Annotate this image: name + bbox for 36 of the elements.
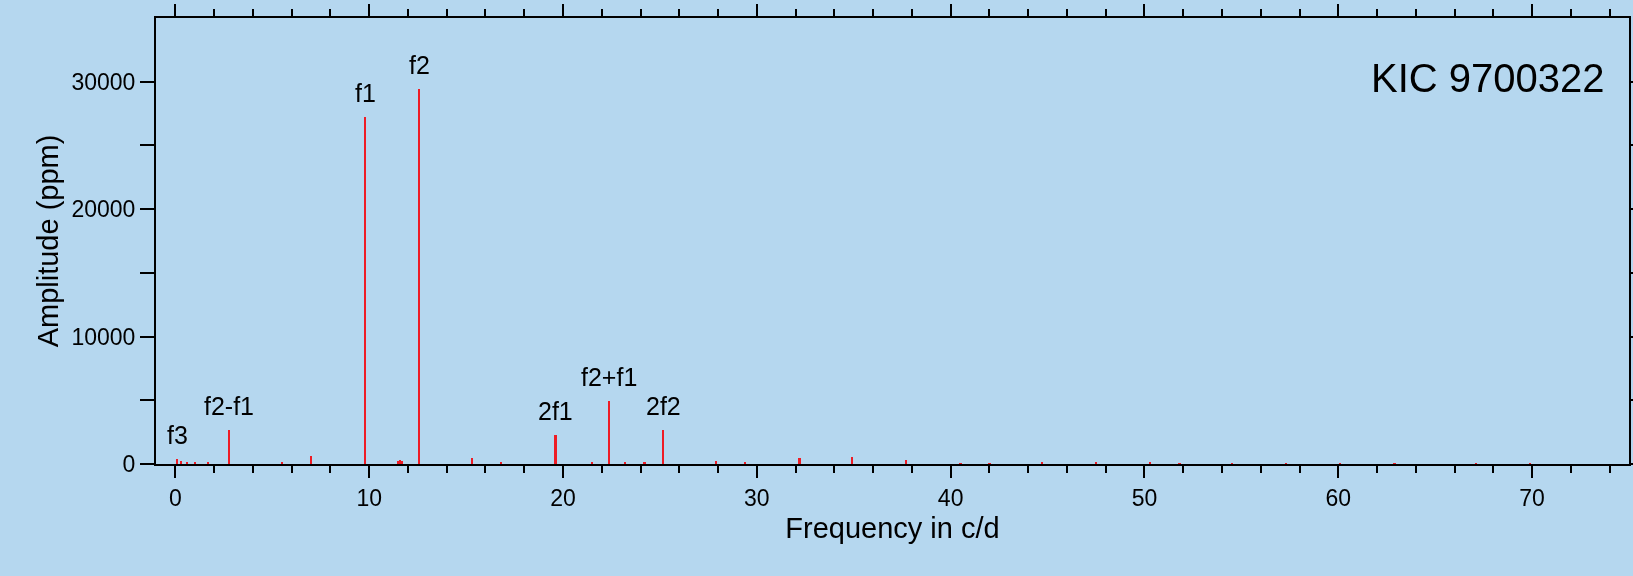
bar xyxy=(310,456,312,464)
annotation: f1 xyxy=(355,79,376,107)
bar xyxy=(228,430,230,464)
y-tick-label: 0 xyxy=(122,451,136,478)
bar xyxy=(554,435,557,464)
annotation: f3 xyxy=(167,421,188,449)
bar xyxy=(180,461,182,464)
x-tick-label: 70 xyxy=(1519,484,1545,511)
y-tick-label: 20000 xyxy=(71,196,136,223)
bar xyxy=(364,117,366,464)
annotation: f2-f1 xyxy=(204,392,255,420)
y-tick-label: 10000 xyxy=(71,323,136,350)
x-tick-label: 0 xyxy=(168,484,182,511)
bar xyxy=(471,458,473,464)
x-tick-label: 10 xyxy=(356,484,382,511)
annotation: 2f2 xyxy=(646,392,681,420)
x-tick-label: 60 xyxy=(1325,484,1352,511)
x-tick-label: 30 xyxy=(744,484,770,511)
x-tick-label: 20 xyxy=(550,484,576,511)
bar xyxy=(176,459,178,464)
x-axis-title: Frequency in c/d xyxy=(785,511,1000,544)
y-tick-label: 30000 xyxy=(71,68,136,95)
bar xyxy=(662,430,664,464)
annotation: f2+f1 xyxy=(581,363,638,391)
bar xyxy=(715,461,717,464)
bar xyxy=(798,458,801,464)
x-tick-label: 40 xyxy=(937,484,964,511)
annotation: KIC 9700322 xyxy=(1371,56,1605,100)
annotation: 2f1 xyxy=(538,397,573,425)
bar xyxy=(851,457,853,464)
bar xyxy=(608,401,610,464)
bar xyxy=(418,89,420,464)
y-axis-title: Amplitude (ppm) xyxy=(32,134,65,348)
x-tick-label: 50 xyxy=(1131,484,1158,511)
annotation: f2 xyxy=(409,51,430,79)
bar xyxy=(905,460,907,464)
